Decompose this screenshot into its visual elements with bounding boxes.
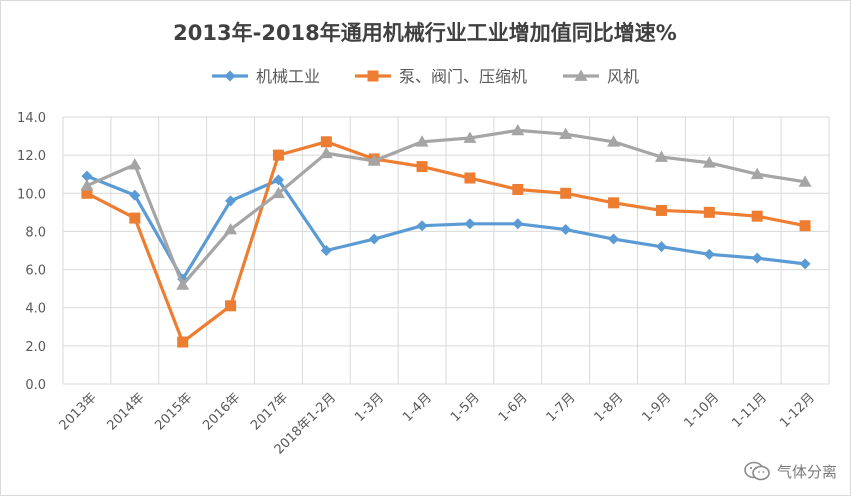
legend-label: 泵、阀门、压缩机	[399, 67, 527, 86]
legend-item: 泵、阀门、压缩机	[355, 67, 527, 86]
x-tick-label: 1-6月	[496, 390, 531, 425]
data-point	[128, 158, 142, 170]
x-tick-label: 1-8月	[592, 390, 627, 425]
data-point	[129, 189, 141, 201]
data-point	[415, 135, 429, 147]
data-point	[224, 223, 238, 235]
series-line	[86, 128, 806, 287]
x-tick-label: 1-9月	[639, 390, 674, 425]
x-tick-label: 2017年	[248, 390, 291, 433]
y-tick-label: 14.0	[17, 111, 46, 126]
y-tick-label: 0.0	[25, 378, 46, 393]
data-point	[176, 278, 190, 290]
y-tick-label: 12.0	[17, 149, 46, 164]
legend-marker	[574, 69, 588, 81]
x-tick-label: 2016年	[200, 390, 243, 433]
data-point	[272, 149, 284, 161]
data-point	[416, 161, 428, 173]
data-point	[560, 187, 572, 199]
x-tick-label: 1-4月	[400, 390, 435, 425]
legend-marker	[224, 70, 236, 82]
legend-label: 风机	[607, 67, 639, 86]
data-point	[750, 167, 764, 180]
data-point	[271, 186, 285, 199]
x-tick-label: 1-3月	[352, 390, 387, 425]
data-point	[80, 179, 94, 191]
y-tick-label: 4.0	[25, 302, 46, 317]
data-point	[799, 220, 811, 232]
data-point	[511, 123, 525, 136]
data-point	[560, 224, 572, 236]
data-point	[320, 245, 332, 256]
data-point	[559, 127, 573, 140]
y-tick-label: 2.0	[25, 340, 46, 355]
data-point	[463, 131, 477, 143]
data-point	[607, 135, 621, 147]
watermark: 气体分离	[743, 460, 837, 482]
data-point	[608, 233, 620, 245]
y-tick-label: 10.0	[17, 187, 46, 202]
legend-item: 风机	[563, 67, 639, 86]
data-point	[416, 220, 428, 232]
data-point	[177, 336, 189, 348]
data-point	[272, 174, 284, 186]
x-tick-label: 1-7月	[544, 390, 579, 425]
data-point	[225, 300, 237, 312]
data-point	[81, 187, 93, 199]
chart-title: 2013年-2018年通用机械行业工业增加值同比增速%	[173, 21, 677, 45]
x-tick-label: 2015年	[152, 390, 195, 433]
data-point	[751, 210, 763, 222]
x-tick-label: 2013年	[57, 390, 100, 433]
legend-label: 机械工业	[256, 67, 320, 86]
x-tick-label: 1-5月	[448, 390, 483, 425]
data-point	[703, 206, 715, 218]
x-tick-label: 2014年	[104, 390, 147, 433]
y-tick-label: 6.0	[25, 264, 46, 279]
y-tick-label: 8.0	[25, 225, 46, 240]
data-point	[129, 212, 141, 224]
data-point	[512, 218, 524, 230]
legend-item: 机械工业	[212, 67, 320, 86]
data-point	[608, 197, 620, 209]
series-line	[86, 140, 806, 344]
data-point	[798, 175, 812, 187]
data-point	[512, 183, 524, 195]
series-line	[86, 174, 806, 281]
data-point	[81, 170, 93, 182]
data-point	[464, 172, 476, 184]
legend-marker	[367, 70, 379, 82]
data-point	[367, 154, 381, 166]
x-tick-label: 1-12月	[777, 390, 818, 431]
data-point	[225, 195, 237, 207]
data-point	[319, 146, 333, 159]
data-point	[655, 204, 667, 216]
data-point	[655, 241, 667, 253]
x-tick-label: 1-10月	[681, 390, 722, 431]
data-point	[464, 218, 476, 230]
data-point	[799, 258, 811, 270]
x-tick-label: 1-11月	[729, 390, 770, 431]
data-point	[320, 136, 332, 148]
watermark-text: 气体分离	[776, 462, 837, 481]
data-point	[702, 156, 716, 168]
data-point	[654, 150, 668, 162]
data-point	[368, 233, 380, 245]
wechat-icon	[744, 461, 770, 481]
data-point	[703, 248, 715, 260]
data-point	[751, 252, 763, 264]
